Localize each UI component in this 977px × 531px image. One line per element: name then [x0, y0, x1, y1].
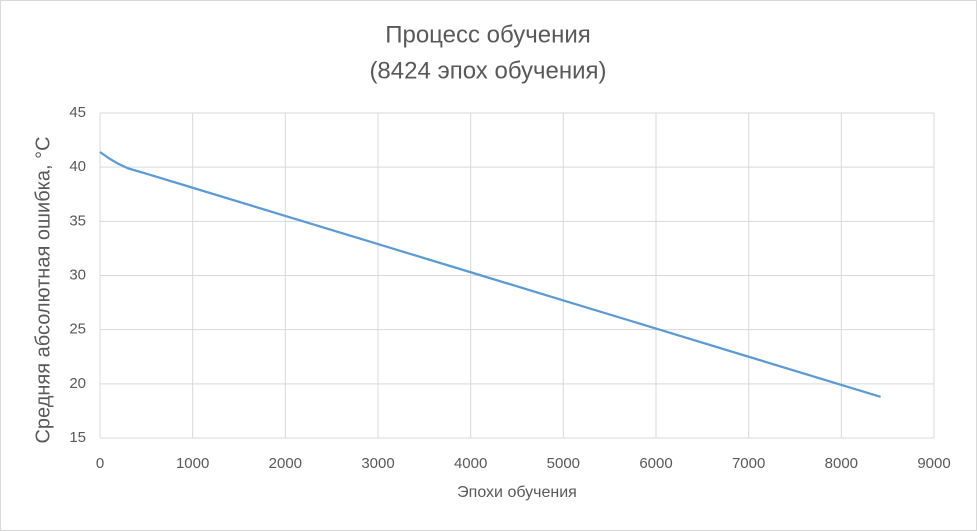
x-tick-label: 1000 [176, 455, 209, 472]
x-tick-label: 8000 [825, 455, 858, 472]
x-tick-label: 5000 [547, 455, 580, 472]
y-tick-label: 25 [69, 321, 86, 338]
y-tick-label: 15 [69, 429, 86, 446]
x-axis-label: Эпохи обучения [457, 484, 577, 501]
y-tick-label: 40 [69, 158, 86, 175]
y-tick-label: 45 [69, 104, 86, 121]
x-tick-label: 0 [96, 455, 104, 472]
x-tick-label: 4000 [454, 455, 487, 472]
y-tick-label: 20 [69, 375, 86, 392]
y-tick-label: 30 [69, 266, 86, 283]
y-axis-label: Средняя абсолютная ошибка, °C [32, 136, 54, 443]
x-tick-label: 2000 [269, 455, 302, 472]
y-tick-label: 35 [69, 212, 86, 229]
data-line [99, 151, 881, 398]
chart-subtitle: (8424 эпох обучения) [369, 57, 606, 84]
x-tick-label: 9000 [917, 455, 950, 472]
chart-title: Процесс обучения [385, 21, 591, 48]
x-tick-label: 6000 [639, 455, 672, 472]
x-tick-label: 7000 [732, 455, 765, 472]
x-tick-label: 3000 [361, 455, 394, 472]
